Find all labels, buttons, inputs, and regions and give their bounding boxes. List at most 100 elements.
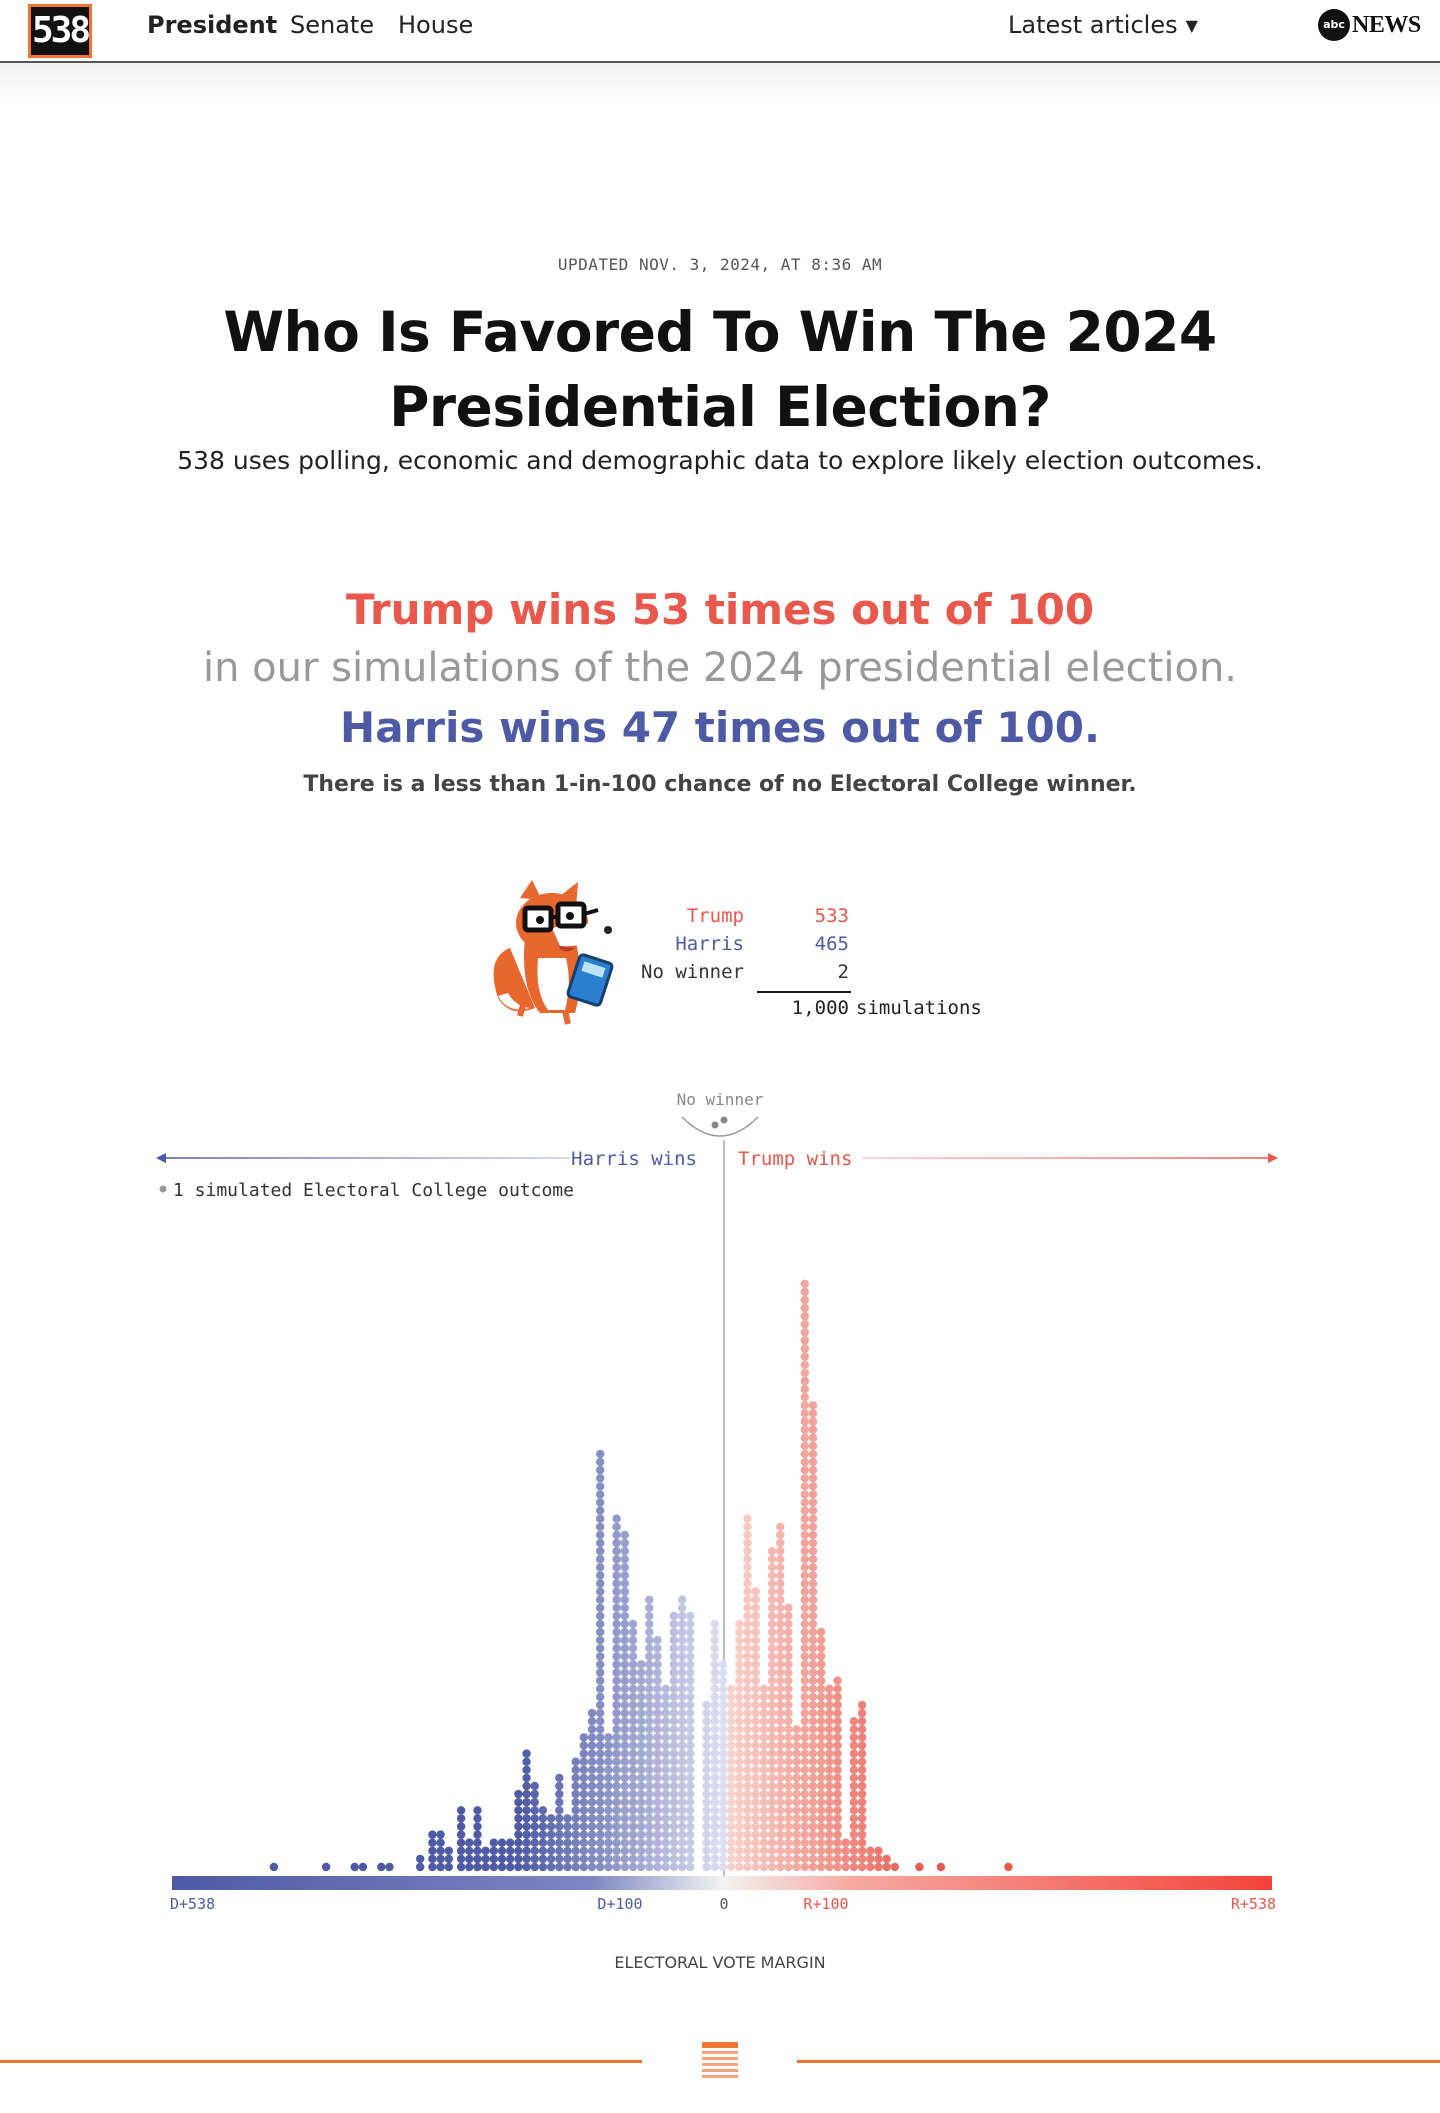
simulation-dot [653, 1789, 662, 1799]
simulation-dot [620, 1854, 629, 1864]
simulation-dot [718, 1700, 728, 1710]
tally-total: 1,000 [791, 997, 849, 1019]
simulation-dot [743, 1781, 752, 1791]
simulation-dot [743, 1854, 752, 1864]
simulation-dot [620, 1603, 629, 1613]
simulation-dot [604, 1798, 613, 1807]
nav-item-president[interactable]: President [147, 11, 278, 39]
simulation-dot [661, 1765, 670, 1775]
tick-label: D+100 [597, 1895, 642, 1913]
simulation-dot [735, 1636, 744, 1645]
simulation-dot [833, 1757, 842, 1766]
simulation-dot [759, 1749, 769, 1758]
simulation-dot [587, 1789, 597, 1799]
simulation-dot [808, 1692, 818, 1702]
simulation-dot [767, 1700, 777, 1710]
nav-item-senate[interactable]: Senate [290, 11, 375, 39]
simulation-dot [612, 1538, 621, 1548]
simulation-dot [612, 1611, 621, 1621]
simulation-dot [522, 1814, 531, 1823]
simulation-dot [604, 1733, 613, 1742]
simulation-dot [620, 1700, 629, 1710]
simulation-dot [808, 1595, 818, 1604]
simulation-dot [596, 1546, 605, 1556]
simulation-dot [800, 1312, 809, 1321]
simulation-dot [751, 1806, 760, 1815]
simulation-dot [784, 1741, 793, 1750]
simulation-dot [620, 1676, 629, 1685]
simulation-dot [792, 1838, 801, 1847]
simulation-dot [628, 1684, 638, 1694]
simulation-dot [776, 1757, 785, 1766]
simulation-dot [636, 1773, 646, 1783]
simulation-dot [596, 1814, 605, 1823]
simulation-dot [792, 1733, 801, 1742]
simulation-dot [833, 1798, 842, 1807]
simulation-dot [636, 1660, 646, 1669]
simulation-dot [645, 1725, 654, 1734]
simulation-dot [686, 1862, 695, 1872]
simulation-dot [727, 1717, 736, 1726]
simulation-dot [677, 1660, 687, 1669]
simulation-dot [686, 1725, 695, 1734]
simulation-dot [784, 1717, 793, 1726]
simulation-tally: Trump 533 Harris 465 No winner 2 1,000 s… [594, 902, 982, 1032]
simulation-dot [465, 1838, 474, 1847]
simulation-dot [514, 1806, 523, 1815]
article-icon[interactable] [702, 2042, 738, 2078]
nav-item-house[interactable]: House [398, 11, 474, 39]
simulation-dot [817, 1749, 826, 1758]
simulation-dot [817, 1644, 826, 1653]
simulation-dot [800, 1579, 809, 1588]
simulation-dot [669, 1668, 679, 1677]
simulation-dot [669, 1749, 679, 1758]
simulation-dot [767, 1781, 777, 1791]
simulation-dot [735, 1830, 744, 1839]
simulation-dot [759, 1781, 769, 1791]
simulation-dot [571, 1765, 580, 1775]
simulation-dot [661, 1814, 670, 1823]
simulation-dot [669, 1838, 679, 1847]
simulation-dot [645, 1603, 654, 1613]
simulation-dot [718, 1773, 728, 1783]
simulation-dot [636, 1830, 646, 1839]
simulation-dot [645, 1806, 654, 1815]
simulation-dot [833, 1684, 842, 1694]
simulation-dot [743, 1652, 752, 1661]
simulation-dot [653, 1741, 662, 1750]
simulation-dot [677, 1806, 687, 1815]
simulation-dot [661, 1822, 670, 1831]
simulation-dot [743, 1522, 752, 1532]
abc-news-logo[interactable]: abc NEWS [1318, 9, 1421, 41]
simulation-dot [596, 1555, 605, 1564]
latest-articles-dropdown[interactable]: Latest articles ▼ [1008, 10, 1198, 43]
simulation-dot [465, 1854, 474, 1864]
simulation-dot [751, 1700, 760, 1710]
simulation-dot [833, 1765, 842, 1775]
simulation-dot [612, 1619, 621, 1629]
simulation-dot [800, 1384, 809, 1394]
simulation-dot [849, 1846, 859, 1856]
simulation-dot [596, 1846, 605, 1856]
simulation-dot [612, 1700, 621, 1710]
simulation-dot [808, 1798, 818, 1807]
simulation-dot [710, 1862, 719, 1872]
simulation-dot [514, 1830, 523, 1839]
simulation-dot [808, 1522, 818, 1532]
simulation-dot [718, 1854, 728, 1864]
simulation-dot [751, 1676, 760, 1685]
simulation-dot [628, 1733, 638, 1742]
simulation-dot [743, 1587, 752, 1596]
simulation-dot [718, 1789, 728, 1799]
simulation-dot [817, 1757, 826, 1766]
simulation-dot [686, 1854, 695, 1864]
simulation-dot [800, 1854, 809, 1864]
simulation-dot [776, 1530, 785, 1540]
simulation-dot [849, 1830, 859, 1839]
simulation-dot [759, 1846, 769, 1856]
simulation-dot [718, 1814, 728, 1823]
simulation-dot [735, 1814, 744, 1823]
simulation-dot [530, 1822, 539, 1831]
simulation-dot [645, 1595, 654, 1604]
538-logo[interactable]: 538 [28, 4, 92, 58]
